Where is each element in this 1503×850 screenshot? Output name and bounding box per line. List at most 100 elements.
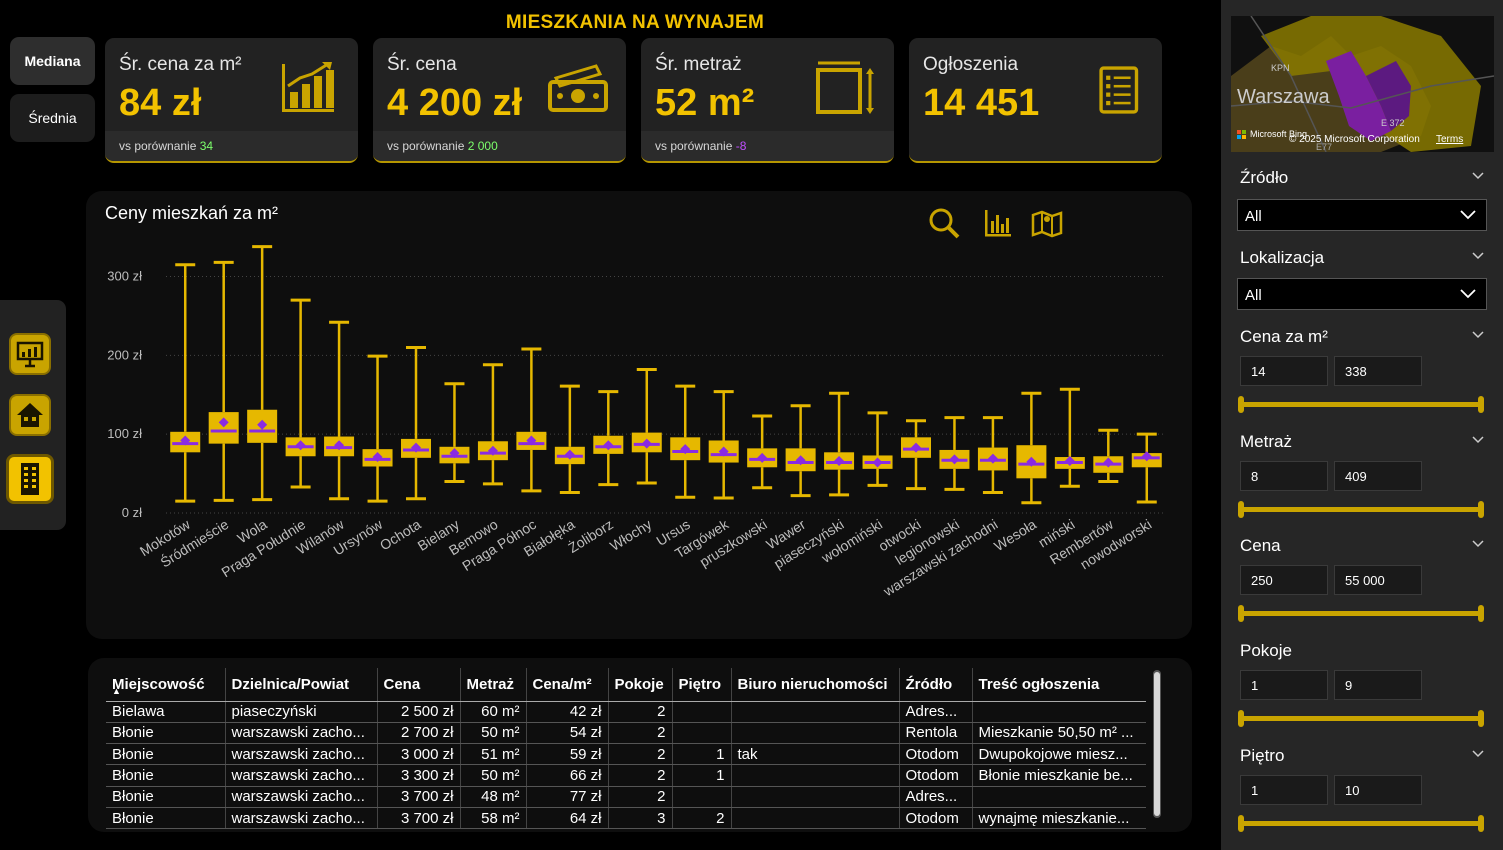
chevron-down-icon[interactable] <box>1472 250 1484 262</box>
chevron-down-icon[interactable] <box>1472 748 1484 760</box>
kpi-label: Śr. metraż <box>655 54 742 75</box>
presentation-icon[interactable] <box>9 333 51 375</box>
column-header[interactable]: Metraż <box>459 668 526 702</box>
cena-m2-max-input[interactable]: 338 <box>1334 356 1422 386</box>
column-header[interactable]: Dzielnica/Powiat <box>224 668 377 702</box>
cena-m2-min-input[interactable]: 14 <box>1240 356 1328 386</box>
y-tick-label: 0 zł <box>122 505 142 520</box>
zrodlo-dropdown[interactable]: All <box>1237 199 1487 231</box>
kpi-label: Ogłoszenia <box>923 54 1019 75</box>
mean-marker <box>949 454 960 465</box>
column-header[interactable]: Pokoje <box>607 668 672 702</box>
table-row[interactable]: Błonie warszawski zacho... 3 300 zł 50 m² 66… <box>106 764 1146 787</box>
table-cell: 2 <box>607 701 672 723</box>
column-header[interactable]: Biuro nieruchomości <box>730 668 899 702</box>
table-cell: 3 700 zł <box>376 786 460 808</box>
map-icon[interactable] <box>1031 207 1063 239</box>
table-cell: 50 m² <box>459 722 526 745</box>
kpi-compare: vs porównanie -8 <box>641 131 894 161</box>
cena-max-input[interactable]: 55 000 <box>1334 565 1422 595</box>
table-row[interactable]: Błonie warszawski zacho... 3 000 zł 51 m² 59… <box>106 743 1146 766</box>
pokoje-slider-track[interactable] <box>1243 716 1481 721</box>
cena-slider-min-handle[interactable] <box>1238 605 1244 622</box>
cena-slider-max-handle[interactable] <box>1478 605 1484 622</box>
list-document-icon <box>1099 66 1139 114</box>
dropdown-value: All <box>1245 208 1262 225</box>
chevron-down-icon[interactable] <box>1472 538 1484 550</box>
mean-marker <box>487 445 498 456</box>
table-row[interactable]: Błonie warszawski zacho... 3 700 zł 48 m² 77… <box>106 786 1146 808</box>
metraz-slider-min-handle[interactable] <box>1238 501 1244 518</box>
box <box>208 412 239 444</box>
table-cell: Dwupokojowe miesz... <box>971 743 1146 766</box>
pietro-min-input[interactable]: 1 <box>1240 775 1328 805</box>
table-cell: Otodom <box>898 743 972 766</box>
chart-title: Ceny mieszkań za m² <box>105 203 279 223</box>
category-label: Ochota <box>377 516 424 554</box>
pietro-slider-track[interactable] <box>1243 821 1481 826</box>
pokoje-slider-min-handle[interactable] <box>1238 710 1244 727</box>
page-nav-panel <box>0 300 66 530</box>
house-icon[interactable] <box>9 394 51 436</box>
column-header[interactable]: Miejscowość <box>106 668 225 702</box>
pokoje-min-input[interactable]: 1 <box>1240 670 1328 700</box>
srednia-button[interactable]: Średnia <box>10 94 95 142</box>
region-map[interactable]: Warszawa KPN E 372 E77 Microsoft Bing © … <box>1231 16 1494 152</box>
search-icon[interactable] <box>928 207 960 239</box>
filter-title-zrodlo: Źródło <box>1240 168 1289 187</box>
kpi-card-price-per-m2: Śr. cena za m² 84 zł vs porównanie 34 <box>105 38 358 163</box>
table-cell <box>671 722 731 745</box>
column-header[interactable]: Cena/m² <box>525 668 608 702</box>
cena-min-input[interactable]: 250 <box>1240 565 1328 595</box>
mean-marker <box>757 452 768 463</box>
cena-m2-slider-max-handle[interactable] <box>1478 396 1484 413</box>
building-icon[interactable] <box>6 454 54 504</box>
table-row[interactable]: Bielawa piaseczyński 2 500 zł 60 m² 42 zł 2 Ad… <box>106 701 1146 723</box>
category-label: Wesoła <box>991 516 1039 554</box>
column-header[interactable]: Treść ogłoszenia <box>971 668 1146 702</box>
kpi-compare: vs porównanie 34 <box>105 131 358 161</box>
pokoje-slider-max-handle[interactable] <box>1478 710 1484 727</box>
table-cell <box>730 764 899 787</box>
table-cell: Otodom <box>898 807 972 830</box>
cena-slider-track[interactable] <box>1243 611 1481 616</box>
mean-marker <box>372 452 383 463</box>
map-label-road: E77 <box>1316 142 1333 152</box>
column-header[interactable]: Cena <box>376 668 460 702</box>
map-terms-link[interactable]: Terms <box>1436 134 1464 145</box>
pietro-slider-min-handle[interactable] <box>1238 815 1244 832</box>
table-cell: Błonie <box>106 764 225 787</box>
table-scrollbar-thumb[interactable] <box>1154 672 1160 816</box>
cena-m2-slider-min-handle[interactable] <box>1238 396 1244 413</box>
pietro-slider-max-handle[interactable] <box>1478 815 1484 832</box>
table-row[interactable]: Błonie warszawski zacho... 2 700 zł 50 m² 54… <box>106 722 1146 745</box>
metraz-slider-track[interactable] <box>1243 507 1481 512</box>
chevron-down-icon[interactable] <box>1472 170 1484 182</box>
kpi-card-listings: Ogłoszenia 14 451 <box>909 38 1162 163</box>
bar-chart-icon[interactable] <box>982 207 1014 239</box>
mediana-button[interactable]: Mediana <box>10 37 95 85</box>
table-cell: warszawski zacho... <box>224 743 377 766</box>
table-cell: 3 000 zł <box>376 743 460 766</box>
table-header-row: Miejscowość Dzielnica/Powiat Cena Metraż… <box>106 668 1146 702</box>
column-header[interactable]: Źródło <box>898 668 972 702</box>
kpi-compare: vs porównanie 2 000 <box>373 131 626 161</box>
microsoft-logo-icon <box>1237 130 1247 140</box>
column-header[interactable]: Piętro <box>671 668 731 702</box>
metraz-min-input[interactable]: 8 <box>1240 461 1328 491</box>
pokoje-max-input[interactable]: 9 <box>1334 670 1422 700</box>
table-cell: warszawski zacho... <box>224 807 377 830</box>
table-cell: 2 <box>607 743 672 766</box>
chevron-down-icon[interactable] <box>1472 434 1484 446</box>
dropdown-value: All <box>1245 287 1262 304</box>
cena-m2-slider-track[interactable] <box>1243 402 1481 407</box>
table-cell: Otodom <box>898 764 972 787</box>
pietro-max-input[interactable]: 10 <box>1334 775 1422 805</box>
mean-marker <box>680 444 691 455</box>
chevron-down-icon[interactable] <box>1472 329 1484 341</box>
table-row[interactable]: Błonie warszawski zacho... 3 700 zł 58 m² 64… <box>106 807 1146 830</box>
metraz-slider-max-handle[interactable] <box>1478 501 1484 518</box>
mean-marker <box>795 455 806 466</box>
metraz-max-input[interactable]: 409 <box>1334 461 1422 491</box>
lokalizacja-dropdown[interactable]: All <box>1237 278 1487 310</box>
